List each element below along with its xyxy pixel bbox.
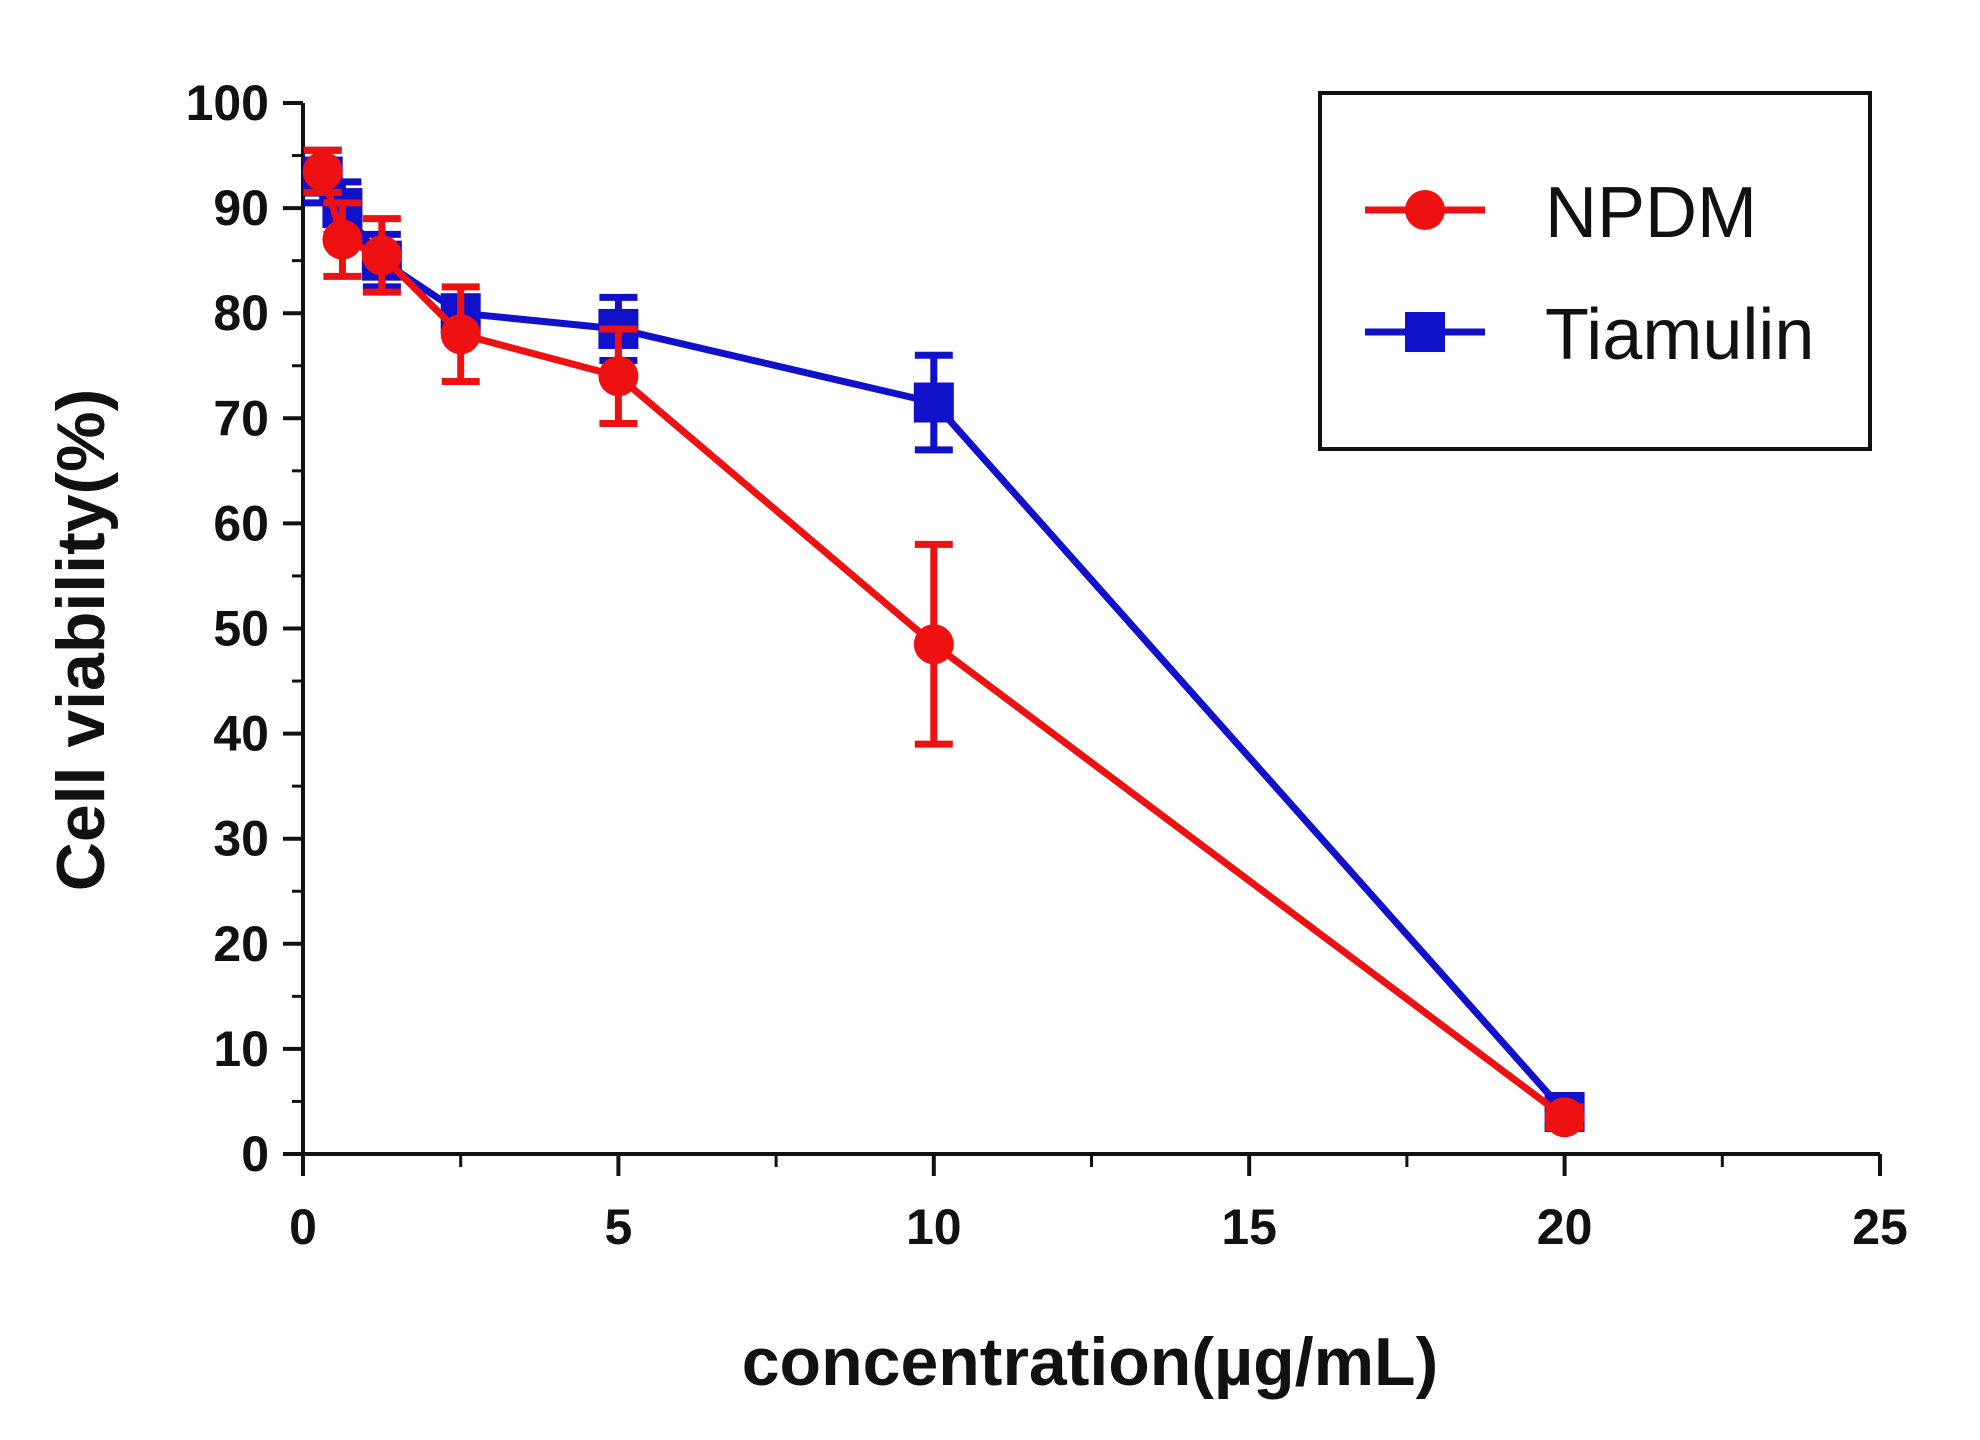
data-point-npdm xyxy=(361,235,402,276)
y-tick-label: 60 xyxy=(213,495,269,551)
x-tick-label: 10 xyxy=(906,1199,962,1255)
y-axis: 0 10 20 30 40 50 60 70 80 90 100 xyxy=(186,75,305,1182)
data-point-npdm xyxy=(302,151,343,192)
y-tick-label: 90 xyxy=(213,180,269,236)
x-axis: 0 5 10 15 20 25 xyxy=(289,1152,1908,1255)
legend: NPDM Tiamulin xyxy=(1318,91,1872,451)
y-tick-label: 80 xyxy=(213,285,269,341)
data-point-npdm xyxy=(440,314,481,355)
data-point-npdm xyxy=(322,219,363,260)
x-tick-label: 20 xyxy=(1537,1199,1593,1255)
data-point-tiamulin xyxy=(913,382,954,423)
legend-marker-npdm xyxy=(1405,190,1445,230)
x-tick-label: 5 xyxy=(604,1199,632,1255)
x-tick-label: 0 xyxy=(289,1199,317,1255)
data-point-npdm xyxy=(598,356,639,397)
series-layer xyxy=(302,146,1585,1138)
y-tick-label: 0 xyxy=(241,1126,269,1182)
y-tick-label: 100 xyxy=(186,75,269,131)
legend-label-tiamulin: Tiamulin xyxy=(1545,295,1814,375)
y-tick-label: 70 xyxy=(213,390,269,446)
y-tick-label: 10 xyxy=(213,1021,269,1077)
data-point-npdm xyxy=(913,624,954,665)
y-axis-title: Cell viability(%) xyxy=(43,389,119,892)
data-point-npdm xyxy=(1544,1097,1585,1138)
legend-label-npdm: NPDM xyxy=(1545,173,1757,253)
y-tick-label: 20 xyxy=(213,916,269,972)
legend-box xyxy=(1318,91,1872,451)
y-tick-label: 40 xyxy=(213,706,269,762)
y-tick-label: 30 xyxy=(213,811,269,867)
x-tick-label: 25 xyxy=(1852,1199,1908,1255)
y-tick-label: 50 xyxy=(213,601,269,657)
x-axis-title: concentration(µg/mL) xyxy=(742,1324,1439,1400)
legend-marker-tiamulin xyxy=(1405,312,1445,352)
x-tick-label: 15 xyxy=(1221,1199,1277,1255)
series-npdm xyxy=(302,146,1585,1138)
